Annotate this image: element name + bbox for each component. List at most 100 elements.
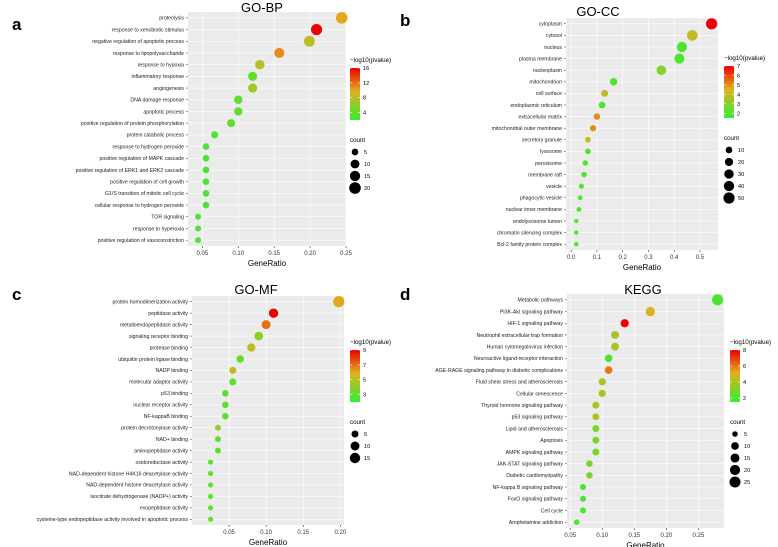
x-tick-label: 0.1	[593, 255, 602, 261]
x-tick-label: 0.10	[596, 533, 608, 539]
data-point	[674, 53, 685, 64]
term-label: nuclear receptor activity	[133, 403, 188, 409]
data-point	[604, 354, 613, 363]
data-point	[609, 78, 618, 86]
x-tick-label: 0.15	[628, 533, 640, 539]
term-label: cell surface	[536, 91, 562, 97]
term-label: chromatin silencing complex	[497, 230, 563, 236]
term-label: vesicle	[546, 184, 562, 190]
size-legend-dot	[729, 476, 741, 488]
term-label: inflammatory response	[132, 74, 185, 80]
data-point	[247, 343, 256, 352]
data-point	[222, 390, 229, 397]
x-tick-label: 0.05	[564, 533, 576, 539]
data-point	[214, 424, 221, 431]
x-tick-label: 0.10	[260, 530, 272, 536]
data-point	[574, 242, 579, 247]
size-legend-dot	[349, 182, 361, 194]
size-legend: count 5 10 15 20 25	[729, 419, 750, 488]
size-legend-label: 10	[364, 162, 370, 168]
data-point	[274, 47, 285, 58]
size-legend-dot	[725, 146, 733, 154]
color-legend: −log10(pvalue) 3 5 7 9	[350, 339, 391, 402]
x-tick-label: 0.25	[340, 251, 352, 257]
data-point	[310, 23, 323, 36]
color-bar	[724, 66, 734, 118]
x-tick-label: 0.25	[693, 533, 705, 539]
term-label: Human cytomegalovirus infection	[487, 344, 564, 350]
term-label: signaling receptor binding	[129, 334, 188, 340]
size-legend-label: 10	[364, 444, 370, 450]
term-label: Apoptosis	[540, 438, 563, 444]
panel-title: GO-CC	[576, 4, 619, 19]
data-point	[574, 218, 579, 224]
size-legend: count 5 10 15	[349, 419, 370, 464]
data-point	[202, 154, 210, 162]
size-legend-label: 15	[364, 456, 370, 462]
color-tick-label: 2	[743, 396, 746, 402]
x-tick-label: 0.15	[268, 251, 280, 257]
panel-title: KEGG	[624, 282, 662, 297]
x-tick-label: 0.0	[567, 255, 576, 261]
color-legend-title: −log10(pvalue)	[350, 339, 391, 346]
data-point	[611, 342, 620, 351]
size-legend-dot	[729, 464, 741, 476]
data-point	[214, 436, 221, 443]
term-label: NF-kappa B signaling pathway	[493, 485, 564, 491]
color-tick-label: 5	[737, 83, 740, 89]
data-point	[195, 213, 202, 220]
term-label: Amphetamine addiction	[509, 520, 563, 526]
term-label: oxidoreductase activity	[136, 460, 189, 466]
term-label: FoxO signaling pathway	[508, 497, 564, 503]
data-point	[207, 470, 214, 477]
data-point	[202, 166, 210, 174]
term-label: Metabolic pathways	[517, 298, 563, 304]
size-legend-label: 5	[364, 432, 367, 438]
term-label: NF-kappaB binding	[144, 414, 189, 420]
data-point	[255, 59, 265, 70]
color-tick-label: 9	[363, 348, 366, 354]
size-legend-dot	[724, 169, 734, 179]
term-label: protein decrotonylase activity	[121, 425, 188, 431]
term-label: negative regulation of apoptotic process	[92, 39, 184, 45]
data-point	[207, 482, 214, 488]
size-legend-label: 10	[738, 148, 744, 154]
color-tick-label: 7	[737, 64, 740, 70]
color-legend-title: −log10(pvalue)	[724, 55, 765, 62]
size-legend-label: 5	[744, 432, 747, 438]
size-legend: count 10 20 30 40 50	[723, 135, 744, 204]
size-legend-label: 30	[738, 172, 744, 178]
term-label: response to xenobiotic stimulus	[112, 27, 185, 33]
data-point	[598, 101, 606, 109]
data-point	[592, 448, 600, 456]
x-tick-label: 0.20	[660, 533, 672, 539]
term-label: nuclear inner membrane	[506, 207, 562, 213]
term-label: G1/S transition of mitotic cell cycle	[105, 191, 184, 197]
term-label: peroxisome	[535, 161, 562, 167]
term-label: Cellular senescence	[516, 391, 563, 397]
size-legend-dot	[723, 192, 735, 204]
color-tick-label: 3	[737, 102, 740, 108]
size-legend-dot	[730, 453, 740, 463]
data-point	[202, 178, 210, 185]
data-point	[574, 230, 579, 235]
data-point	[202, 201, 210, 209]
term-label: p53 signaling pathway	[512, 415, 564, 421]
data-point	[222, 401, 229, 409]
color-tick-label: 2	[737, 111, 740, 117]
x-tick-label: 0.2	[619, 255, 628, 261]
data-point	[601, 89, 609, 97]
color-tick-label: 4	[363, 111, 366, 117]
size-legend-dot	[351, 430, 359, 438]
data-point	[611, 330, 620, 339]
x-tick-label: 0.5	[696, 255, 705, 261]
term-label: DNA damage response	[130, 98, 184, 104]
term-label: mitochondrion	[529, 80, 562, 86]
term-label: membrane raft	[528, 172, 562, 178]
term-label: proteolysis	[159, 16, 184, 22]
term-label: Diabetic cardiomyopathy	[506, 473, 563, 479]
term-label: phagocytic vesicle	[520, 196, 562, 202]
term-label: response to hypoxia	[138, 62, 185, 68]
term-label: positive regulation of vasoconstriction	[98, 238, 184, 244]
